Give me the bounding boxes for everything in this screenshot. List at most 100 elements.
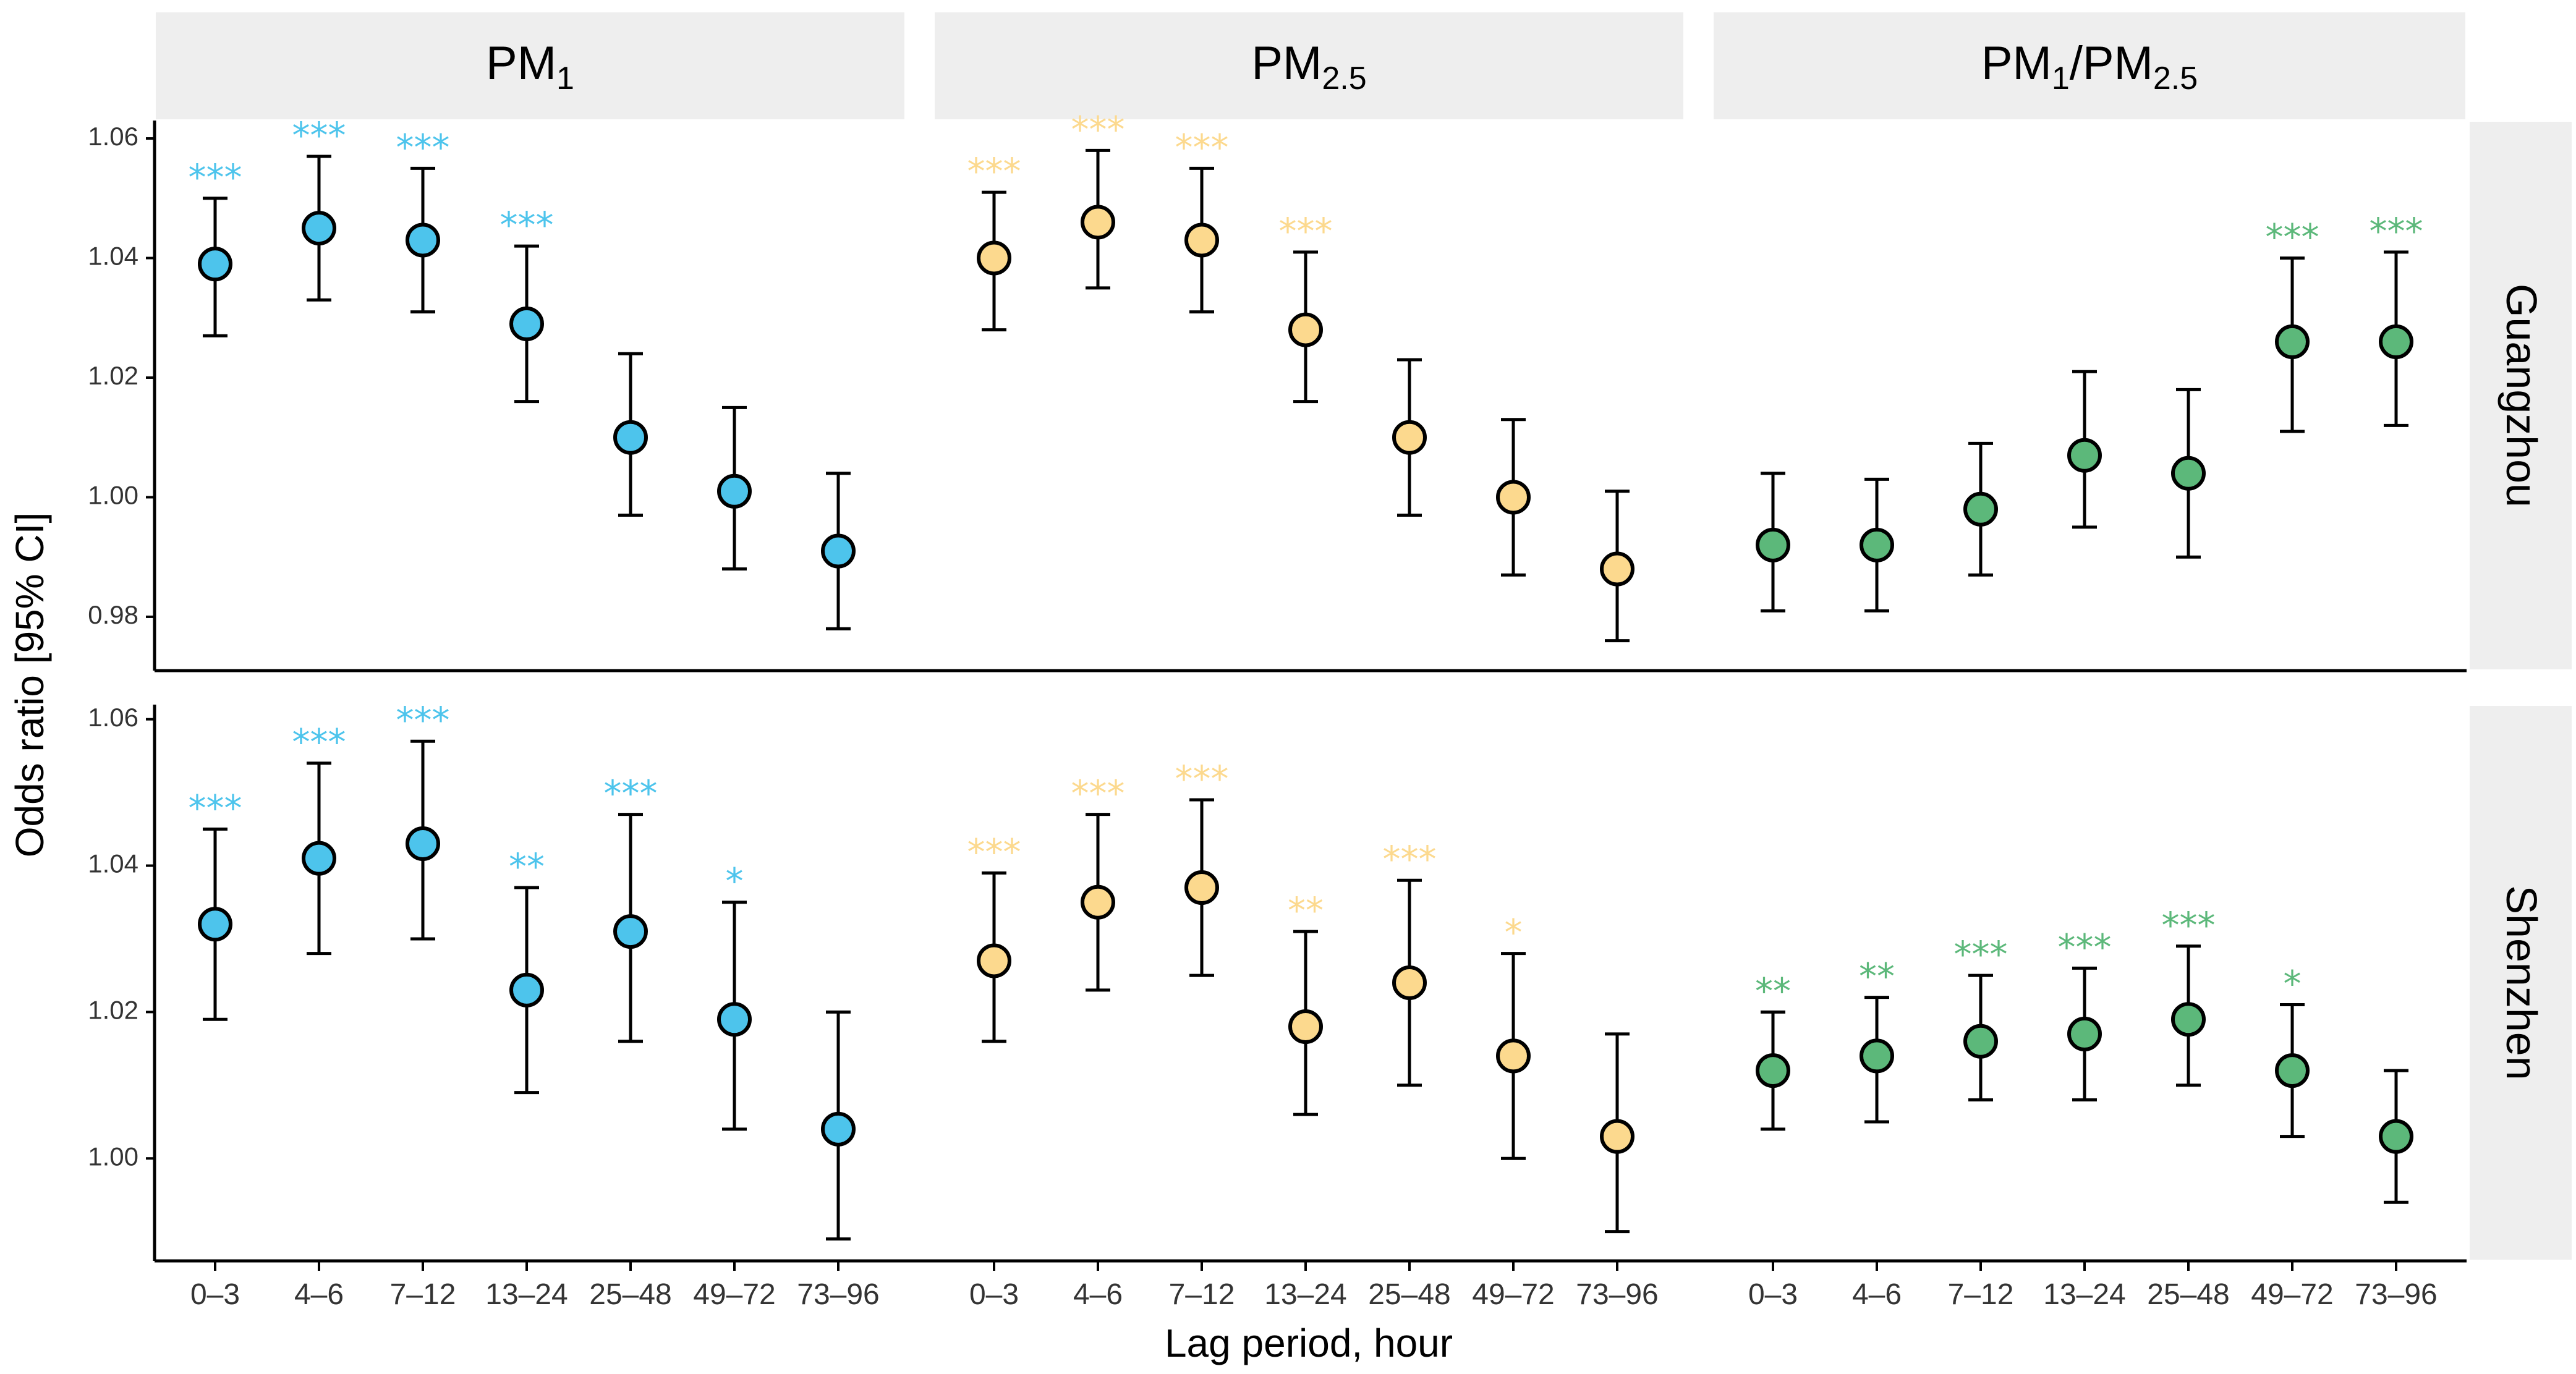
column-strip-ratio: [1714, 12, 2465, 119]
odds-ratio-point: [1600, 551, 1634, 587]
odds-ratio-point: [406, 223, 440, 258]
significance-label: *: [1505, 912, 1523, 954]
column-label-pm25: PM2.5: [1251, 37, 1366, 96]
odds-ratio-point: [1392, 965, 1427, 1000]
odds-ratio-point: [2275, 324, 2310, 359]
odds-ratio-point: [302, 841, 336, 876]
significance-label: ***: [2266, 216, 2319, 258]
odds-ratio-point: [509, 306, 544, 341]
significance-label: ***: [292, 721, 346, 763]
significance-label: *: [2284, 963, 2302, 1005]
x-tick-label: 4–6: [294, 1278, 344, 1311]
x-tick-label: 73–96: [797, 1278, 879, 1311]
series-ratio-guangzhou: *** ***: [1756, 210, 2423, 613]
x-tick-label: 4–6: [1852, 1278, 1902, 1311]
odds-ratio-point: [1756, 1053, 1790, 1088]
odds-ratio-point: [1496, 1038, 1531, 1074]
odds-ratio-point: [1392, 420, 1427, 455]
odds-ratio-point: [2275, 1053, 2310, 1088]
odds-ratio-point: [2067, 438, 2102, 473]
odds-ratio-point: [1288, 1009, 1323, 1045]
x-tick-label: 0–3: [1748, 1278, 1798, 1311]
significance-label: ***: [1175, 758, 1229, 800]
significance-label: ***: [1071, 108, 1125, 150]
odds-ratio-point: [1288, 312, 1323, 347]
row-label-shenzhen: Shenzhen: [2497, 885, 2546, 1080]
significance-label: ***: [189, 787, 242, 829]
odds-ratio-point: [613, 914, 648, 949]
series-pm25-guangzhou: *** *** *** ***: [967, 108, 1634, 643]
odds-ratio-point: [198, 907, 232, 942]
significance-label: ***: [1175, 126, 1229, 168]
column-strip-pm25: [935, 12, 1683, 119]
odds-ratio-point: [717, 473, 752, 509]
x-tick-label: 13–24: [1264, 1278, 1346, 1311]
y-tick-label: 1.04: [88, 849, 138, 878]
y-tick-label: 1.06: [88, 703, 138, 732]
x-tick-label: 73–96: [2355, 1278, 2437, 1311]
significance-label: ***: [2162, 904, 2216, 946]
y-tick-label: 1.00: [88, 481, 138, 510]
odds-ratio-point: [1184, 870, 1219, 905]
significance-label: **: [1755, 970, 1791, 1012]
significance-label: ***: [967, 831, 1021, 873]
x-tick-label: 7–12: [390, 1278, 456, 1311]
significance-label: **: [1859, 956, 1895, 998]
odds-ratio-point: [1756, 527, 1790, 562]
significance-label: ***: [1383, 838, 1437, 880]
odds-ratio-point: [2067, 1016, 2102, 1051]
odds-ratio-point: [1963, 491, 1998, 527]
significance-label: **: [1288, 889, 1324, 931]
series-pm1-guangzhou: *** *** *** ***: [189, 114, 856, 630]
odds-ratio-point: [1081, 884, 1115, 920]
odds-ratio-point: [717, 1002, 752, 1037]
row-label-guangzhou: Guangzhou: [2497, 284, 2546, 507]
x-tick-label: 49–72: [1472, 1278, 1554, 1311]
x-tick-label: 73–96: [1576, 1278, 1658, 1311]
odds-ratio-point: [1081, 205, 1115, 240]
series-ratio-shenzhen: ** ***** *******: [1755, 904, 2413, 1204]
y-tick-label: 1.06: [88, 122, 138, 151]
odds-ratio-point: [302, 211, 336, 246]
column-label-ratio: PM1/PM2.5: [1981, 37, 2198, 96]
x-tick-label: 0–3: [969, 1278, 1019, 1311]
odds-ratio-point: [2171, 1002, 2206, 1037]
chart-marks: ****** ************ ****** *** *************…: [189, 108, 2423, 1240]
odds-ratio-point: [406, 826, 440, 861]
significance-label: ***: [604, 773, 658, 815]
y-tick-label: 1.02: [88, 995, 138, 1024]
significance-label: *: [726, 860, 744, 902]
significance-label: ***: [189, 156, 242, 198]
significance-label: ***: [1954, 933, 2008, 975]
odds-ratio-point: [977, 240, 1011, 276]
x-tick-label: 0–3: [190, 1278, 240, 1311]
x-tick-label: 25–48: [2147, 1278, 2229, 1311]
y-tick-label: 1.02: [88, 361, 138, 390]
column-strip-pm1: [156, 12, 904, 119]
odds-ratio-point: [2379, 324, 2413, 359]
series-pm1-shenzhen: ***************: [189, 699, 856, 1240]
row-strip-shenzhen: [2470, 706, 2572, 1260]
significance-label: ***: [1071, 773, 1125, 815]
row-strip-guangzhou: [2470, 122, 2572, 669]
odds-ratio-point: [821, 533, 856, 569]
significance-label: ***: [1279, 210, 1333, 252]
odds-ratio-point: [2171, 456, 2206, 491]
y-tick-label: 0.98: [88, 600, 138, 629]
x-tick-label: 7–12: [1169, 1278, 1235, 1311]
x-tick-label: 49–72: [693, 1278, 775, 1311]
odds-ratio-point: [1184, 223, 1219, 258]
series-pm25-shenzhen: ****** *********: [967, 758, 1634, 1234]
x-tick-label: 13–24: [485, 1278, 567, 1311]
odds-ratio-point: [613, 420, 648, 455]
axes: 0.98 1.00 1.02 1.04 1.06 1.00 1.02 1.04 1.06 0–3 4…: [88, 121, 2467, 1311]
odds-ratio-point: [509, 972, 544, 1007]
facet-strips: PM1 PM2.5 PM1/PM2.5 Guangzhou Shenzhen: [156, 12, 2572, 1260]
y-tick-label: 1.04: [88, 242, 138, 271]
x-tick-label: 13–24: [2043, 1278, 2125, 1311]
significance-label: **: [509, 846, 545, 888]
significance-label: ***: [967, 150, 1021, 192]
x-tick-label: 25–48: [1368, 1278, 1450, 1311]
significance-label: ***: [396, 699, 450, 741]
